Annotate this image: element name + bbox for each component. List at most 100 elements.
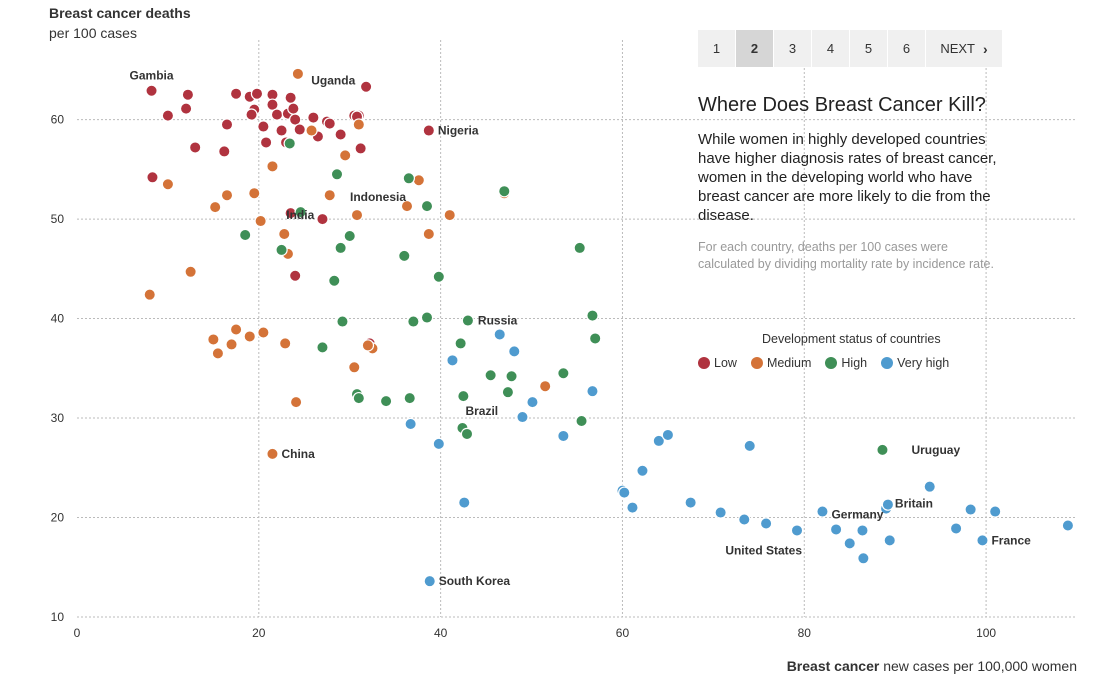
data-point	[238, 228, 252, 242]
data-point	[738, 513, 751, 526]
legend-item-medium: Medium	[750, 356, 811, 370]
data-point	[557, 367, 570, 380]
annotation-label: France	[991, 533, 1031, 547]
data-point	[323, 117, 336, 130]
data-point	[988, 505, 1002, 518]
data-point	[402, 172, 416, 185]
x-axis-label-rest: new cases per 100,000 women	[879, 658, 1077, 674]
data-point	[586, 384, 599, 398]
data-point	[146, 171, 159, 184]
page-navigation: 1 2 3 4 5 6 NEXT ›	[698, 30, 1002, 67]
annotation-label: Uganda	[311, 74, 355, 88]
data-point	[278, 227, 291, 241]
x-axis-label: Breast cancer new cases per 100,000 wome…	[787, 658, 1077, 674]
annotation-label: Britain	[895, 497, 933, 511]
data-point	[294, 205, 307, 219]
y-tick-label: 40	[51, 312, 65, 326]
data-point	[618, 486, 631, 499]
data-point	[287, 102, 300, 115]
data-point	[316, 212, 329, 226]
data-point	[257, 326, 270, 339]
page-button-4[interactable]: 4	[812, 30, 850, 67]
data-point	[161, 109, 175, 122]
data-point	[307, 111, 320, 124]
data-point	[457, 389, 470, 403]
data-point	[181, 88, 195, 101]
data-point	[348, 361, 361, 374]
data-point	[575, 414, 588, 428]
data-point	[460, 427, 474, 441]
data-point	[538, 380, 552, 393]
data-point	[461, 314, 475, 327]
data-point	[458, 496, 471, 509]
data-point	[288, 113, 302, 126]
data-point	[254, 214, 267, 228]
page-button-6[interactable]: 6	[888, 30, 926, 67]
data-point	[493, 328, 506, 341]
data-point	[179, 102, 193, 115]
data-point	[949, 522, 963, 535]
data-point	[305, 124, 318, 137]
annotation-label: Germany	[831, 508, 883, 522]
data-point	[350, 208, 364, 222]
annotation-label: Brazil	[465, 404, 498, 418]
x-tick-label: 40	[434, 626, 448, 640]
data-point	[790, 524, 804, 537]
page-button-5[interactable]: 5	[850, 30, 888, 67]
annotation-label: United States	[725, 543, 802, 557]
data-point	[508, 345, 521, 358]
page-button-2[interactable]: 2	[736, 30, 774, 67]
legend-item-high: High	[825, 356, 867, 370]
annotation-label: South Korea	[439, 574, 511, 588]
data-point	[259, 136, 273, 149]
data-point	[422, 124, 436, 137]
data-point	[188, 141, 202, 154]
data-point	[856, 524, 869, 537]
chevron-right-icon: ›	[983, 40, 988, 57]
data-point	[359, 80, 373, 93]
y-tick-label: 50	[51, 212, 65, 226]
data-point	[288, 269, 302, 282]
data-point	[184, 265, 197, 278]
data-point	[248, 187, 261, 200]
page-button-3[interactable]: 3	[774, 30, 812, 67]
data-point	[352, 118, 366, 131]
y-tick-label: 20	[51, 511, 65, 525]
data-point	[714, 506, 727, 519]
data-point	[636, 464, 649, 477]
legend-label-high: High	[841, 356, 868, 370]
data-point	[293, 123, 306, 136]
data-point	[229, 87, 243, 100]
x-tick-label: 80	[798, 626, 812, 640]
data-point	[283, 137, 296, 150]
data-point	[443, 208, 456, 222]
data-point	[379, 394, 393, 408]
data-point	[145, 84, 158, 97]
data-point	[505, 370, 518, 383]
data-point	[573, 241, 586, 255]
data-point	[432, 437, 446, 451]
data-point	[484, 369, 497, 382]
data-point	[354, 142, 367, 155]
data-point	[759, 517, 773, 530]
data-point	[881, 498, 895, 511]
data-point	[275, 124, 288, 137]
x-tick-label: 100	[976, 626, 996, 640]
data-point	[161, 178, 175, 191]
data-point	[225, 338, 238, 351]
data-point	[257, 120, 270, 133]
legend-title: Development status of countries	[762, 332, 941, 346]
data-point	[423, 574, 436, 588]
y-tick-label: 60	[51, 113, 65, 127]
data-point	[661, 428, 675, 442]
data-point	[229, 323, 243, 336]
data-point	[1061, 519, 1075, 532]
data-point	[446, 354, 459, 367]
next-button[interactable]: NEXT ›	[926, 30, 1002, 67]
page-button-1[interactable]: 1	[698, 30, 736, 67]
x-axis-label-bold: Breast cancer	[786, 658, 880, 674]
legend-label-very-high: Very high	[897, 356, 950, 370]
data-point	[352, 391, 366, 405]
legend-swatch-high	[825, 357, 838, 369]
